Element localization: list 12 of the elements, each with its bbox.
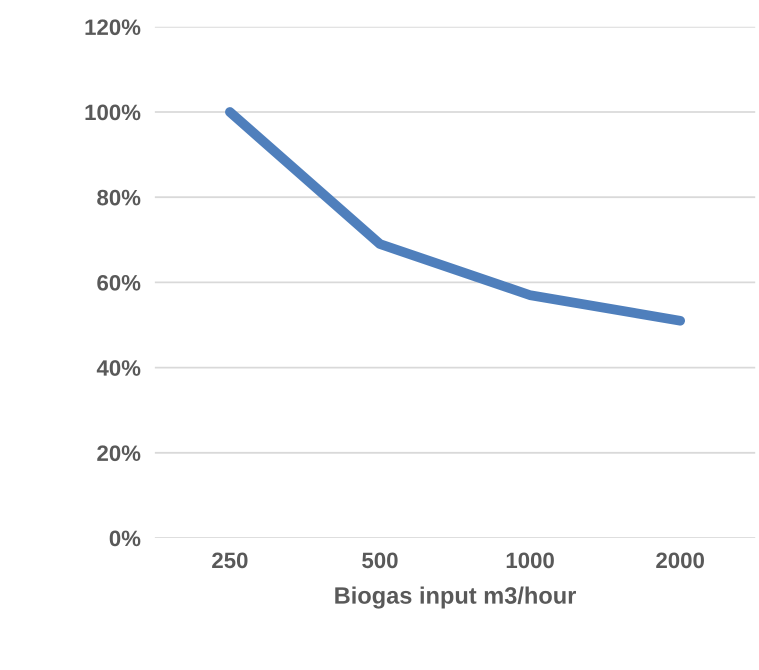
x-tick-label: 1000 (506, 552, 554, 568)
y-tick-label: 60% (97, 274, 140, 291)
y-tick-label: 100% (86, 104, 140, 120)
x-tick-label: 500 (362, 552, 398, 568)
y-tick-label: 120% (86, 19, 140, 36)
y-tick-label: 80% (97, 190, 140, 206)
y-tick-label: 0% (110, 530, 140, 546)
x-axis-title: Biogas input m3/hour (335, 586, 576, 609)
y-tick-label: 40% (96, 360, 140, 376)
x-tick-label: 250 (212, 552, 248, 568)
x-tick-label: 2000 (656, 552, 704, 568)
y-tick-label: 20% (97, 445, 140, 462)
